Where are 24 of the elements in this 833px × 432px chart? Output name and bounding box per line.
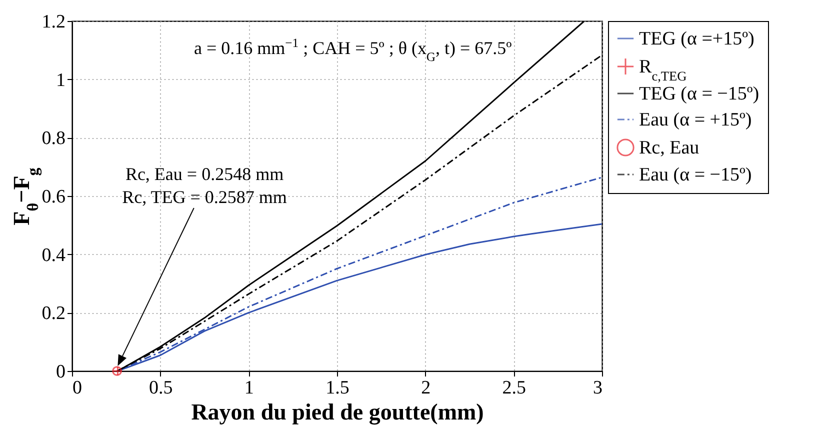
annotation: Rc, TEG = 0.2587 mm	[122, 187, 287, 207]
x-tick-label: 3	[593, 378, 602, 398]
x-axis-title: Rayon du pied de goutte(mm)	[191, 400, 484, 426]
y-tick-label: 0.6	[42, 186, 66, 208]
y-tick-label: 0.8	[42, 128, 66, 150]
y-tick-label: 0.2	[42, 303, 66, 324]
y-tick-label: 0	[56, 362, 66, 382]
annotation: Rc, Eau = 0.2548 mm	[125, 164, 284, 184]
legend-label: Eau (α = −15º)	[639, 164, 752, 186]
x-tick-label: 0.5	[148, 378, 173, 398]
legend-label: Rc, Eau	[639, 138, 700, 158]
x-tick-label: 2.5	[502, 378, 526, 398]
y-tick-label: 1.2	[42, 12, 66, 32]
x-tick-label: 2	[421, 378, 431, 398]
legend-label: Eau (α = +15º)	[639, 110, 752, 130]
legend-label: R$_{c,TEG}$	[639, 56, 688, 83]
annotation: a = 0.16 mm$^{−1}$ ; CAH = 5º ; θ (x$_{G}$, t) = 67.5º	[194, 36, 512, 64]
y-tick-label: 0.4	[42, 244, 66, 266]
y-tick-label: 1	[56, 70, 66, 91]
x-tick-label: 1.5	[326, 378, 350, 398]
legend-label: TEG (α =+15º)	[639, 28, 754, 50]
x-tick-label: 0	[72, 378, 82, 398]
x-tick-label: 1	[244, 378, 254, 398]
legend-label: TEG (α = −15º)	[639, 84, 760, 104]
